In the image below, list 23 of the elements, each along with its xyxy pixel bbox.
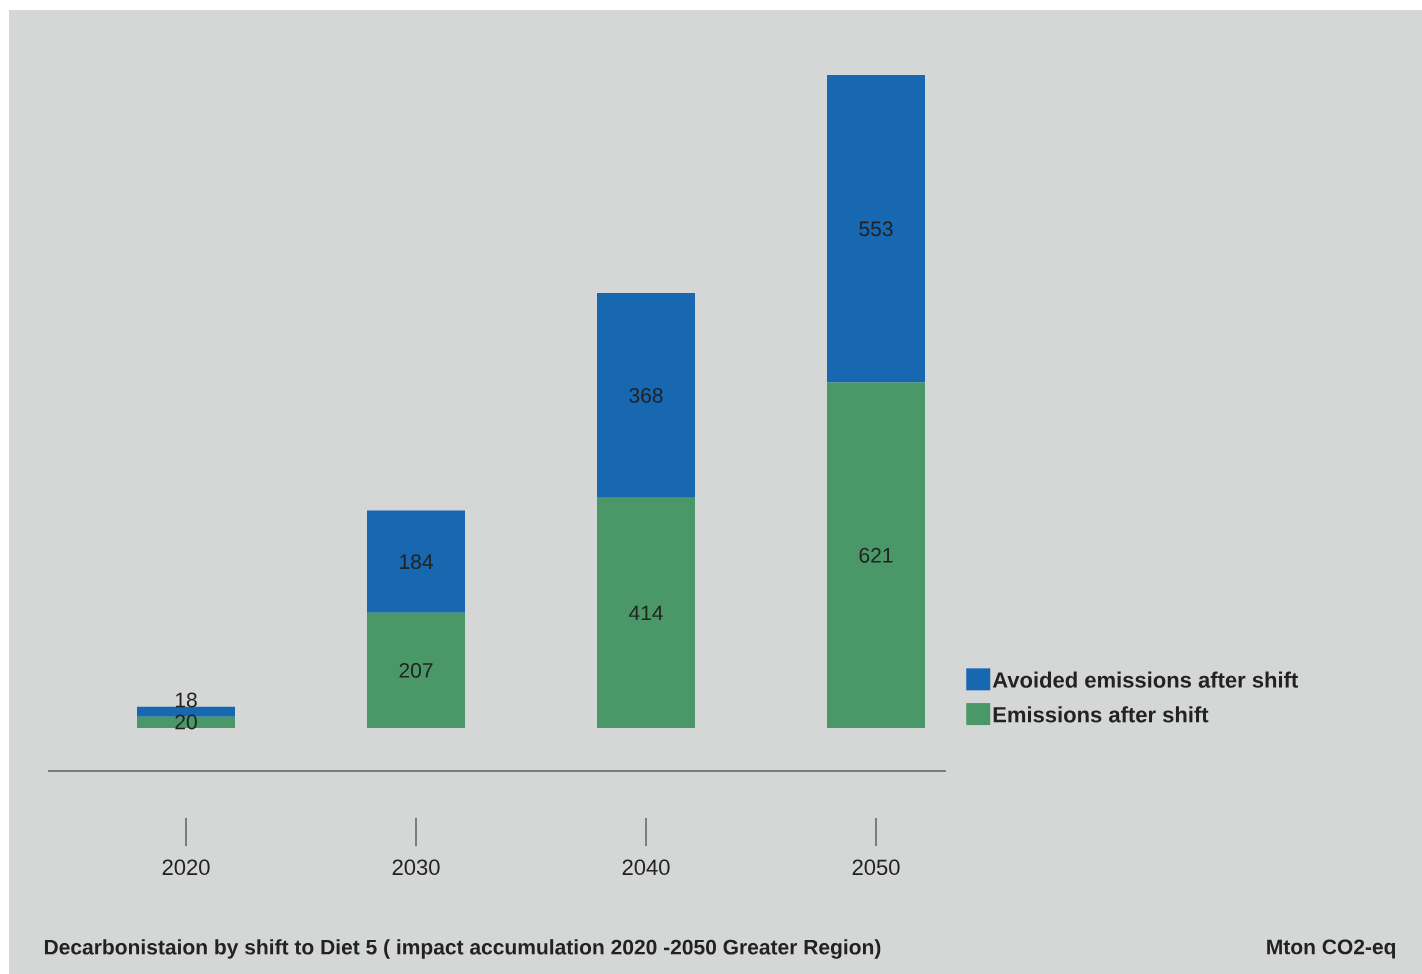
- bar: [827, 382, 925, 728]
- bar: [597, 293, 696, 498]
- bar: [367, 612, 466, 728]
- data-label: 414: [628, 605, 663, 621]
- data-label: 553: [859, 221, 893, 237]
- data-label: 184: [400, 554, 433, 570]
- bar: [137, 716, 236, 728]
- legend-label: Emissions after shift: [993, 706, 1209, 723]
- data-label: 18: [175, 692, 197, 708]
- data-label: 368: [629, 387, 663, 403]
- text: Decarbonistaion by shift to Diet 5 ( impact accumulation 2020 -2050 Greater Region): [44, 939, 881, 959]
- bar: [597, 497, 696, 728]
- bar: [367, 510, 466, 613]
- data-label: 621: [859, 547, 893, 563]
- x-tick-label: 2050: [852, 859, 900, 876]
- data-label: 20: [175, 714, 197, 730]
- x-tick-label: 2040: [622, 859, 670, 876]
- x-tick-label: 2020: [162, 859, 210, 876]
- bar: [827, 74, 925, 383]
- x-tick-label: 2030: [392, 859, 440, 876]
- legend-label: Avoided emissions after shift: [992, 671, 1298, 688]
- text: Mton CO2-eq: [1267, 939, 1396, 959]
- data-label: 207: [399, 662, 433, 678]
